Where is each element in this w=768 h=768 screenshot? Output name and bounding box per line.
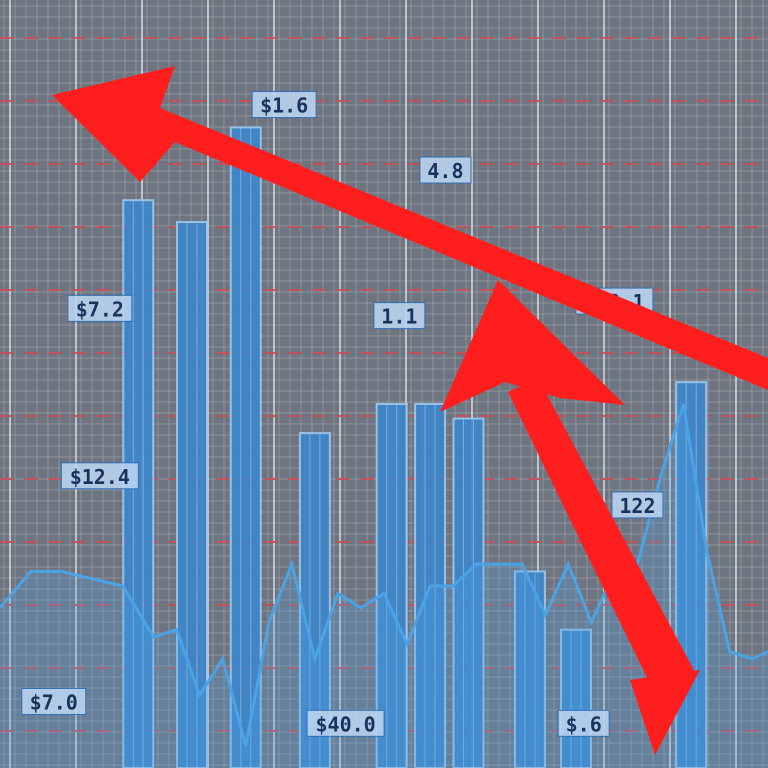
trend-arrow-long xyxy=(52,66,768,390)
annotation-label: $.6 xyxy=(566,712,602,736)
trend-arrows xyxy=(52,66,768,755)
annotation-label: 1.1 xyxy=(381,305,417,329)
annotation-label: $12.4 xyxy=(70,465,130,489)
bar xyxy=(452,417,485,768)
trend-arrow-down xyxy=(508,378,695,688)
annotation-box xyxy=(21,687,87,715)
annotation-box xyxy=(419,156,472,184)
annotation-box xyxy=(60,462,139,490)
trend-arrow-down-head xyxy=(630,670,700,755)
annotation-box xyxy=(557,709,610,737)
annotation-label: $7.0 xyxy=(30,690,78,714)
annotation-box xyxy=(611,491,664,519)
annotation-box xyxy=(373,302,426,330)
annotation-label: 4.8 xyxy=(427,159,463,183)
trend-arrow-up-head xyxy=(440,280,625,412)
annotation-box xyxy=(251,91,317,119)
bar xyxy=(375,403,408,768)
bar xyxy=(229,126,262,768)
annotation-label: 122 xyxy=(619,494,655,518)
annotation-label: $1.6 xyxy=(260,94,308,118)
annotation-label: $40.0 xyxy=(315,712,375,736)
bar xyxy=(560,628,592,768)
annotation-box xyxy=(67,294,133,322)
annotation-label: $7.2 xyxy=(76,297,124,321)
annotation-box xyxy=(306,709,385,737)
